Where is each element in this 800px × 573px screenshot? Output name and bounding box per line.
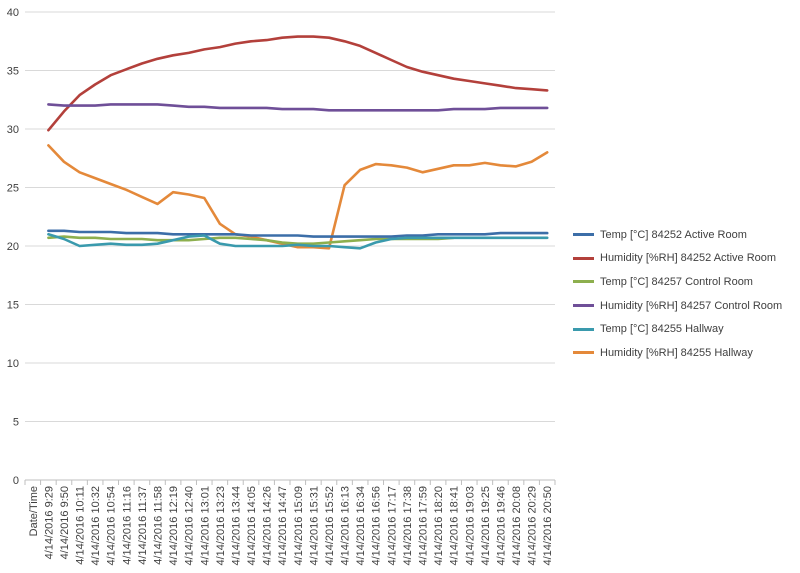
- x-tick-label: 4/14/2016 10:54: [106, 486, 118, 566]
- legend-item: Humidity [%RH] 84252 Active Room: [573, 247, 798, 271]
- y-tick-label: 0: [13, 475, 19, 487]
- legend-label: Humidity [%RH] 84255 Hallway: [600, 346, 753, 359]
- x-tick-label: 4/14/2016 18:41: [449, 486, 461, 566]
- legend-item: Humidity [%RH] 84257 Control Room: [573, 294, 798, 318]
- legend-label: Temp [°C] 84257 Control Room: [600, 275, 753, 288]
- y-tick-label: 5: [13, 417, 19, 429]
- x-tick-label: 4/14/2016 11:58: [153, 486, 165, 565]
- y-tick-label: 20: [7, 241, 19, 253]
- legend: Temp [°C] 84252 Active Room Humidity [%RH…: [573, 223, 798, 365]
- x-tick-label: 4/14/2016 10:11: [75, 486, 87, 565]
- y-tick-label: 10: [7, 358, 19, 370]
- x-tick-label: 4/14/2016 9:29: [43, 486, 55, 559]
- x-tick-label: 4/14/2016 20:08: [511, 486, 523, 566]
- x-tick-label: 4/14/2016 14:26: [262, 486, 274, 566]
- series-lines: [47, 35, 549, 250]
- x-tick-label: 4/14/2016 17:59: [418, 486, 430, 566]
- x-tick-label: 4/14/2016 12:40: [184, 486, 196, 566]
- legend-item: Temp [°C] 84252 Active Room: [573, 223, 798, 247]
- x-tick-label: 4/14/2016 15:31: [308, 486, 320, 566]
- legend-swatch: [573, 256, 594, 260]
- legend-swatch: [573, 327, 594, 331]
- x-tick-label: 4/14/2016 14:05: [246, 486, 258, 566]
- x-tick-label: 4/14/2016 18:20: [433, 486, 445, 566]
- x-tick-label: Date/Time: [28, 486, 40, 536]
- x-tick-label: 4/14/2016 15:09: [293, 486, 305, 566]
- x-tick-label: 4/14/2016 16:34: [355, 486, 367, 566]
- y-tick-label: 30: [7, 124, 19, 136]
- x-tick-label: 4/14/2016 14:47: [277, 486, 289, 566]
- x-tick-label: 4/14/2016 11:16: [121, 486, 133, 565]
- x-tick-label: 4/14/2016 20:29: [527, 486, 539, 566]
- legend-label: Humidity [%RH] 84257 Control Room: [600, 299, 783, 312]
- legend-swatch: [573, 351, 594, 355]
- series-line: [47, 229, 549, 238]
- x-tick-label: 4/14/2016 12:19: [168, 486, 180, 566]
- x-tick-label: 4/14/2016 16:56: [371, 486, 383, 566]
- y-tick-label: 35: [7, 66, 19, 78]
- legend-item: Temp [°C] 84257 Control Room: [573, 270, 798, 294]
- y-tick-label: 15: [7, 300, 19, 312]
- legend-label: Temp [°C] 84255 Hallway: [600, 323, 724, 336]
- series-line: [47, 233, 549, 250]
- legend-item: Temp [°C] 84255 Hallway: [573, 317, 798, 341]
- x-tick-label: 4/14/2016 9:50: [59, 486, 71, 559]
- x-tick-label: 4/14/2016 20:50: [542, 486, 554, 566]
- y-axis: 0 5 10 15 20 25 30 35 40: [7, 7, 19, 487]
- legend-label: Temp [°C] 84252 Active Room: [600, 228, 747, 241]
- legend-item: Humidity [%RH] 84255 Hallway: [573, 341, 798, 365]
- x-tick-label: 4/14/2016 19:25: [480, 486, 492, 566]
- series-line: [47, 103, 549, 112]
- x-tick-label: 4/14/2016 19:46: [495, 486, 507, 566]
- gridlines: [25, 11, 555, 422]
- x-tick-label: 4/14/2016 16:13: [340, 486, 352, 566]
- x-tick-label: 4/14/2016 10:32: [90, 486, 102, 566]
- legend-label: Humidity [%RH] 84252 Active Room: [600, 252, 777, 265]
- legend-swatch: [573, 233, 594, 237]
- x-tick-label: 4/14/2016 13:23: [215, 486, 227, 566]
- y-tick-label: 25: [7, 183, 19, 195]
- x-tick-label: 4/14/2016 17:17: [386, 486, 398, 566]
- y-tick-label: 40: [7, 7, 19, 19]
- x-tick-label: 4/14/2016 13:01: [199, 486, 211, 566]
- series-line: [47, 35, 549, 132]
- x-tick-label: 4/14/2016 17:38: [402, 486, 414, 566]
- x-axis: [24, 479, 556, 485]
- x-tick-labels: Date/Time 4/14/2016 9:29 4/14/2016 9:50 4/1…: [28, 486, 554, 566]
- x-tick-label: 4/14/2016 15:52: [324, 486, 336, 566]
- x-tick-label: 4/14/2016 13:44: [230, 486, 242, 566]
- x-tick-label: 4/14/2016 11:37: [137, 486, 149, 565]
- x-tick-label: 4/14/2016 19:03: [464, 486, 476, 566]
- series-line: [47, 144, 549, 250]
- legend-swatch: [573, 304, 594, 308]
- legend-swatch: [573, 280, 594, 284]
